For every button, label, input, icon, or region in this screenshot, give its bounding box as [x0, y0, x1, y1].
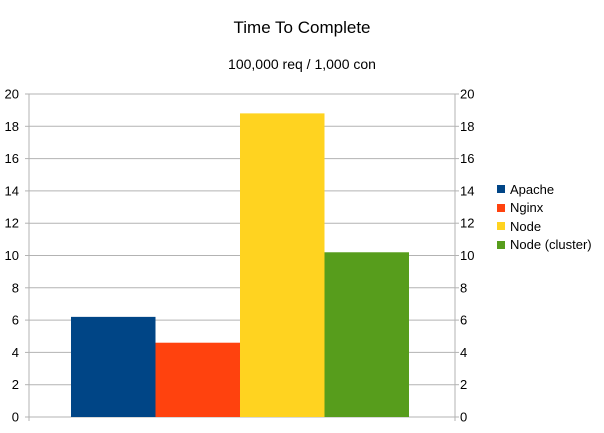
y-tick-label-left: 10 [5, 248, 19, 263]
y-tick-label-left: 18 [5, 119, 19, 134]
y-tick-label-right: 12 [460, 216, 474, 231]
legend-swatch [497, 240, 505, 249]
legend: Apache Nginx Node Node (cluster) [497, 180, 592, 254]
y-tick-label-right: 14 [460, 183, 474, 198]
legend-item: Node [497, 217, 592, 236]
bar-node [240, 113, 325, 417]
legend-item: Nginx [497, 199, 592, 218]
y-tick-label-left: 12 [5, 216, 19, 231]
y-tick-label-left: 8 [12, 280, 19, 295]
y-tick-label-left: 16 [5, 151, 19, 166]
chart-title: Time To Complete [233, 18, 371, 37]
y-tick-label-right: 8 [460, 280, 467, 295]
y-tick-label-right: 2 [460, 377, 467, 392]
y-tick-label-left: 2 [12, 377, 19, 392]
y-tick-label-right: 6 [460, 313, 467, 328]
legend-label: Node (cluster) [510, 237, 592, 253]
legend-swatch [497, 185, 505, 194]
y-tick-label-right: 18 [460, 119, 474, 134]
y-tick-label-left: 4 [12, 345, 19, 360]
chart-subtitle: 100,000 req / 1,000 con [228, 56, 376, 72]
y-tick-label-left: 0 [12, 410, 19, 425]
y-tick-label-right: 0 [460, 410, 467, 425]
legend-label: Apache [510, 181, 555, 197]
y-tick-label-right: 16 [460, 151, 474, 166]
bar-nginx [155, 342, 240, 417]
legend-swatch [497, 222, 505, 231]
legend-item: Apache [497, 180, 592, 199]
y-tick-label-right: 20 [460, 87, 474, 102]
y-tick-label-left: 14 [5, 183, 19, 198]
y-tick-label-right: 4 [460, 345, 467, 360]
y-tick-label-right: 10 [460, 248, 474, 263]
bar-apache [71, 316, 156, 417]
bar-node-cluster [324, 252, 409, 417]
legend-item: Node (cluster) [497, 236, 592, 255]
legend-swatch [497, 203, 505, 212]
legend-label: Nginx [510, 200, 544, 216]
y-tick-label-left: 6 [12, 313, 19, 328]
legend-label: Node [510, 218, 542, 234]
y-tick-label-left: 20 [5, 87, 19, 102]
